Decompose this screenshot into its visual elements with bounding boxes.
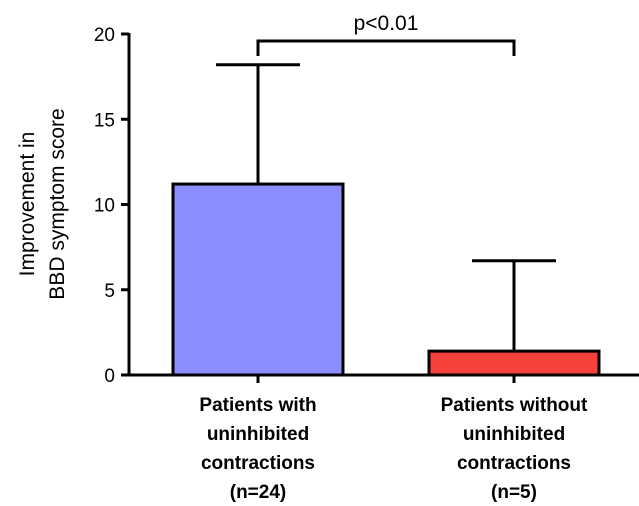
category-label: uninhibited xyxy=(463,424,565,445)
y-axis-title-line: BBD symptom score xyxy=(46,108,69,299)
category-label: uninhibited xyxy=(207,424,309,445)
bars xyxy=(171,63,601,377)
p-value-label: p<0.01 xyxy=(354,12,419,35)
y-tick-label: 15 xyxy=(94,110,115,131)
category-label: Patients with xyxy=(199,395,316,416)
significance-bracket xyxy=(256,39,516,56)
category-label: Patients without xyxy=(441,395,588,416)
y-tick-label: 20 xyxy=(94,25,115,46)
category-label: (n=5) xyxy=(491,482,537,503)
y-tick-label: 10 xyxy=(94,196,115,217)
bar xyxy=(171,182,345,377)
y-tick-label: 5 xyxy=(104,281,115,302)
y-axis-title: Improvement in BBD symptom score xyxy=(16,108,69,299)
category-labels: Patients with uninhibited contractions (n=2… xyxy=(199,395,588,503)
significance-annotation: p<0.01 xyxy=(256,12,516,56)
y-axis: 0 5 10 15 20 xyxy=(94,25,131,387)
y-axis-title-line: Improvement in xyxy=(16,132,39,277)
bar xyxy=(427,349,601,377)
category-label: contractions xyxy=(457,453,571,474)
category-label: contractions xyxy=(201,453,315,474)
y-tick-label: 0 xyxy=(104,366,115,387)
category-label: (n=24) xyxy=(230,482,287,503)
y-axis-title-group: Improvement in BBD symptom score xyxy=(16,108,69,299)
